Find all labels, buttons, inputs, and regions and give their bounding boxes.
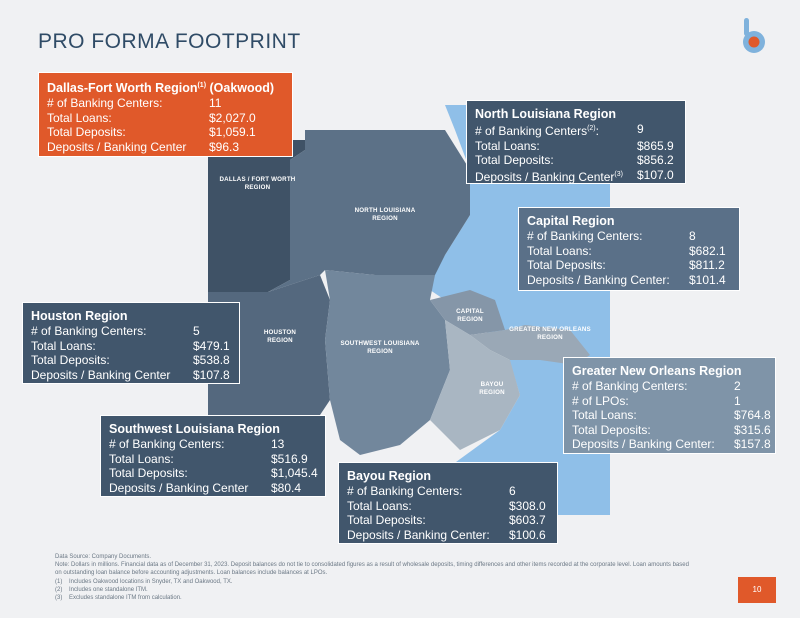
- bayou-region-card: Bayou Region # of Banking Centers: 6 Tota…: [338, 462, 558, 544]
- north-row: # of Banking Centers(2): 9: [475, 122, 644, 138]
- map-label-north: NORTH LOUISIANA REGION: [354, 207, 416, 222]
- map-label-gno: GREATER NEW ORLEANS REGION: [509, 326, 591, 341]
- capital-row: # of Banking Centers: 8: [527, 229, 696, 243]
- north-region-title: North Louisiana Region: [475, 107, 616, 121]
- map-region-bayou: [430, 320, 520, 450]
- map-region-dfw: [208, 140, 305, 292]
- gno-region-title: Greater New Orleans Region: [572, 364, 742, 378]
- gno-row: Total Loans: $764.8: [572, 408, 771, 423]
- gno-row: Deposits / Banking Center: $157.8: [572, 437, 771, 452]
- southwest-row: Total Loans: $516.9: [109, 451, 308, 466]
- capital-row: Total Loans: $682.1: [527, 243, 726, 258]
- footnote-item: (3) Excludes standalone ITM from calculat…: [55, 595, 182, 602]
- houston-region-card: Houston Region # of Banking Centers: 5 To…: [22, 302, 240, 384]
- houston-row: # of Banking Centers: 5: [31, 324, 200, 338]
- map-label-houston: HOUSTON REGION: [263, 329, 297, 344]
- data-source-note: Data Source: Company Documents.: [55, 554, 152, 560]
- map-label-capital: CAPITAL REGION: [456, 308, 484, 323]
- houston-row: Total Deposits: $538.8: [31, 353, 230, 368]
- bayou-row: Total Deposits: $603.7: [347, 513, 546, 528]
- map-region-capital: [430, 290, 505, 335]
- bayou-row: # of Banking Centers: 6: [347, 484, 516, 498]
- footnote-item: (2) Includes one standalone ITM.: [55, 586, 148, 593]
- capital-row: Total Deposits: $811.2: [527, 258, 725, 273]
- bayou-region-title: Bayou Region: [347, 469, 432, 483]
- southwest-row: # of Banking Centers: 13: [109, 437, 285, 451]
- bayou-row: Total Loans: $308.0: [347, 498, 546, 513]
- houston-row: Deposits / Banking Center $107.8: [31, 367, 230, 382]
- dfw-row: # of Banking Centers: 11: [47, 96, 222, 111]
- dfw-region-card: Dallas-Fort Worth Region(1) (Oakwood) # …: [38, 72, 293, 157]
- map-region-southwest: [325, 270, 450, 455]
- map-region-north: [268, 130, 470, 292]
- gno-region-card: Greater New Orleans Region # of Banking …: [563, 357, 776, 454]
- methodology-note: Note: Dollars in millions. Financial dat…: [55, 562, 689, 577]
- southwest-row: Deposits / Banking Center $80.4: [109, 480, 302, 495]
- bayou-row: Deposits / Banking Center: $100.6: [347, 527, 546, 542]
- map-label-bayou: BAYOU REGION: [479, 381, 505, 396]
- gno-row: # of LPOs: 1: [572, 393, 741, 408]
- map-label-dfw: DALLAS / FORT WORTH REGION: [219, 176, 296, 191]
- north-row: Total Loans: $865.9: [475, 138, 674, 153]
- dfw-row: Total Deposits: $1,059.1: [47, 125, 256, 140]
- gno-row: Total Deposits: $315.6: [572, 422, 771, 437]
- southwest-region-title: Southwest Louisiana Region: [109, 422, 280, 436]
- houston-region-title: Houston Region: [31, 309, 128, 323]
- gno-row: # of Banking Centers: 2: [572, 379, 741, 393]
- footnotes: Data Source: Company Documents. Note: Do…: [55, 553, 695, 602]
- dfw-row: Deposits / Banking Center $96.3: [47, 139, 240, 154]
- capital-region-card: Capital Region # of Banking Centers: 8 To…: [518, 207, 740, 291]
- southwest-region-card: Southwest Louisiana Region # of Banking …: [100, 415, 326, 497]
- company-logo-icon: [743, 18, 765, 53]
- dfw-region-title: Dallas-Fort Worth Region(1) (Oakwood): [47, 81, 275, 96]
- north-row: Total Deposits: $856.2: [475, 153, 674, 168]
- north-region-card: North Louisiana Region # of Banking Cent…: [466, 100, 686, 184]
- houston-row: Total Loans: $479.1: [31, 338, 230, 353]
- page-number: 10: [738, 577, 776, 603]
- southwest-row: Total Deposits: $1,045.4: [109, 466, 318, 481]
- north-row: Deposits / Banking Center(3) $107.0: [475, 167, 674, 184]
- dfw-row: Total Loans: $2,027.0: [47, 110, 256, 125]
- capital-row: Deposits / Banking Center: $101.4: [527, 272, 726, 287]
- page-title: PRO FORMA FOOTPRINT: [38, 30, 301, 53]
- footnote-item: (1) Includes Oakwood locations in Snyder,…: [55, 578, 233, 585]
- capital-region-title: Capital Region: [527, 214, 615, 228]
- map-label-southwest: SOUTHWEST LOUISIANA REGION: [340, 340, 420, 355]
